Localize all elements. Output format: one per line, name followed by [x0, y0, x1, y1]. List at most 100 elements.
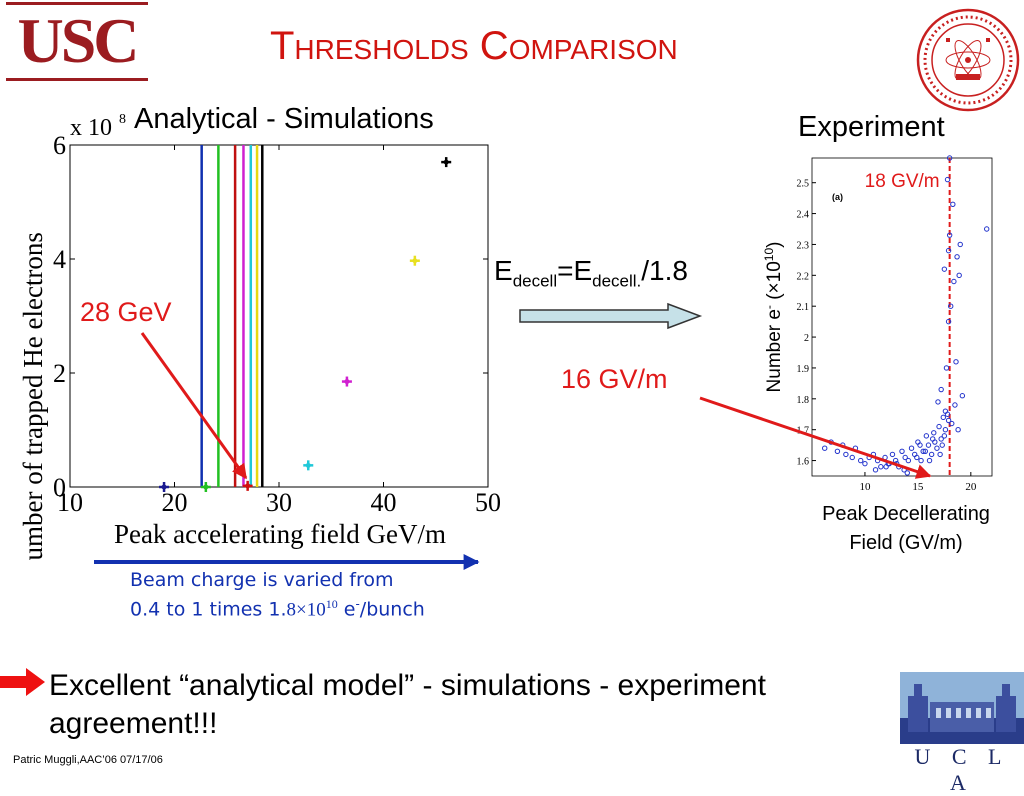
x-tick-label: 10	[57, 488, 83, 517]
x-tick-label: 20	[965, 481, 977, 493]
data-point	[944, 176, 951, 183]
block-arrow	[519, 302, 703, 330]
beam-note-sup: -	[355, 597, 360, 611]
y-tick-label: 6	[53, 131, 66, 160]
data-point	[937, 451, 943, 458]
beam-note-line1: Beam charge is varied from	[130, 569, 394, 591]
beam-note-end: /bunch	[359, 598, 425, 621]
x-tick-label: 40	[371, 488, 397, 517]
data-point	[940, 414, 946, 421]
analytical-chart: 10 20 30 40 50 0 2 4 6x 10 8 Peak accelerating fie…	[18, 112, 501, 560]
beam-note-exp: 10	[325, 597, 338, 611]
data-point	[409, 255, 420, 266]
y-tick-label: 0	[53, 473, 66, 502]
ucla-building-image	[900, 672, 1024, 744]
ucla-logo-text: U C L A	[914, 744, 1010, 795]
data-point	[952, 402, 958, 408]
x-tick-label: 30	[266, 488, 292, 517]
data-point	[949, 420, 955, 427]
data-point	[951, 278, 957, 285]
ucla-logo: U C L A	[900, 672, 1024, 795]
data-point-mark	[344, 379, 350, 385]
x-axis-label: Peak accelerating field GeV/m	[114, 519, 446, 549]
data-point-mark	[161, 484, 167, 490]
data-point	[946, 232, 953, 238]
red-arrow-icon	[0, 668, 45, 696]
data-point	[936, 423, 942, 430]
y-multiplier-exp: 8	[119, 112, 126, 127]
eq-sub2: decell.	[592, 271, 642, 291]
y-axis-label: Number of trapped He electrons	[18, 232, 48, 560]
usc-logo-text: USC	[17, 5, 139, 76]
data-point	[942, 408, 949, 414]
data-point-mark	[305, 462, 311, 468]
y-tick-label: 1.6	[797, 457, 810, 468]
logo-rule	[6, 78, 148, 81]
data-point	[341, 376, 352, 387]
data-point	[950, 201, 956, 208]
data-point-mark	[245, 483, 251, 489]
data-point	[934, 445, 940, 451]
data-point	[942, 426, 949, 433]
beam-arrow	[94, 554, 480, 570]
eq-equals: =E	[557, 255, 593, 286]
data-point	[959, 393, 966, 399]
slac-seal-logo	[916, 8, 1020, 112]
data-point-mark	[443, 159, 449, 165]
annotation-18gvm: 18 GV/m	[865, 171, 940, 192]
data-point	[948, 303, 954, 309]
plot-frame	[69, 144, 489, 488]
analytical-caption: Analytical - Simulations	[134, 103, 434, 135]
data-point	[938, 386, 944, 393]
y-tick-label: 1.7	[797, 426, 810, 437]
eq-sub1: decell	[512, 271, 558, 291]
data-point	[945, 318, 952, 325]
x-tick-label: 20	[162, 488, 188, 517]
usc-logo: USC	[6, 2, 148, 84]
panel-label: (a)	[832, 192, 843, 202]
conclusion-line1: Excellent “analytical model” - simulatio…	[49, 669, 766, 702]
data-point	[941, 433, 948, 439]
data-point	[159, 482, 170, 492]
y-tick-label: 2.3	[797, 240, 810, 251]
data-point	[931, 430, 937, 436]
data-point	[956, 272, 962, 279]
data-point	[953, 359, 959, 365]
experiment-xlabel-line1: Peak Decellerating	[822, 503, 990, 525]
annotation-28gev: 28 GeV	[80, 297, 172, 327]
data-point	[984, 226, 990, 232]
y-tick-label: 1.8	[797, 395, 810, 406]
data-point-mark	[203, 484, 209, 490]
data-point	[943, 365, 950, 371]
beam-note-pre: 0.4 to 1 times 1.	[130, 598, 287, 621]
logo-rule	[6, 2, 148, 5]
experiment-xlabel-line2: Field (GV/m)	[849, 532, 963, 554]
data-point	[441, 157, 452, 168]
data-point	[938, 436, 944, 442]
scaling-equation: Edecell=Edecell./1.8	[494, 255, 688, 292]
eq-tail: /1.8	[641, 255, 688, 286]
y-tick-label: 2	[804, 333, 809, 344]
data-point	[957, 241, 963, 248]
data-point	[939, 442, 945, 448]
data-point	[946, 155, 953, 161]
y-axis-label: Number e- (×1010)	[762, 242, 785, 393]
conclusion-text: Excellent “analytical model” - simulatio…	[49, 667, 766, 743]
beam-note-line2: 0.4 to 1 times 1.8×1010 e-/bunch	[130, 592, 425, 622]
footer-credit: Patric Muggli,AAC’06 07/17/06	[13, 754, 163, 766]
y-tick-label: 2.1	[797, 302, 810, 313]
data-point	[930, 436, 936, 442]
beam-note-e: e	[337, 598, 356, 621]
x-tick-label: 15	[912, 481, 924, 493]
data-point	[955, 426, 961, 433]
data-point	[945, 247, 952, 254]
y-tick-label: 4	[53, 245, 66, 274]
data-point	[945, 417, 952, 424]
y-multiplier: x 10	[70, 115, 112, 141]
experiment-xlabel: Peak Decellerating Field (GV/m)	[788, 500, 1024, 558]
experiment-caption: Experiment	[798, 111, 945, 143]
annotation-16gvm: 16 GV/m	[561, 364, 668, 394]
data-point	[200, 482, 211, 492]
y-tick-label: 2.2	[797, 271, 810, 282]
data-point	[935, 399, 941, 405]
